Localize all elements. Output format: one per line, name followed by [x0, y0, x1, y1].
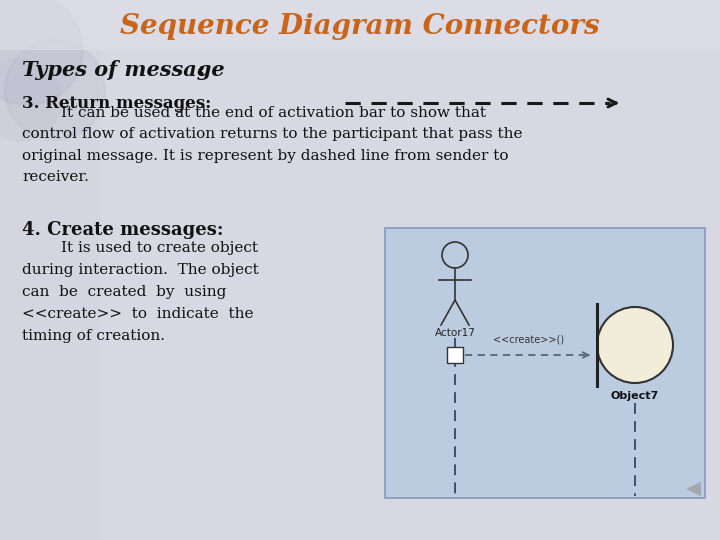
Text: 3. Return messages:: 3. Return messages: — [22, 94, 211, 111]
Text: Types of message: Types of message — [22, 60, 225, 80]
Text: :: : — [197, 60, 204, 80]
Text: Object7: Object7 — [611, 391, 659, 401]
Text: Actor17: Actor17 — [435, 328, 475, 338]
Bar — [447, 347, 463, 363]
Text: It can be used at the end of activation bar to show that
control flow of activat: It can be used at the end of activation … — [22, 106, 523, 184]
Bar — [100, 0, 720, 540]
Circle shape — [597, 307, 673, 383]
Text: It is used to create object
during interaction.  The object
can  be  created  by: It is used to create object during inter… — [22, 241, 258, 343]
Text: Sequence Diagram Connectors: Sequence Diagram Connectors — [120, 14, 600, 40]
Text: ◀: ◀ — [685, 478, 701, 497]
Text: <<create>>(): <<create>>() — [493, 335, 564, 345]
Text: 4. Create messages:: 4. Create messages: — [22, 221, 223, 239]
Circle shape — [0, 0, 83, 105]
Circle shape — [0, 58, 62, 142]
Bar — [385, 228, 705, 498]
Circle shape — [5, 40, 105, 140]
Bar — [0, 0, 720, 50]
